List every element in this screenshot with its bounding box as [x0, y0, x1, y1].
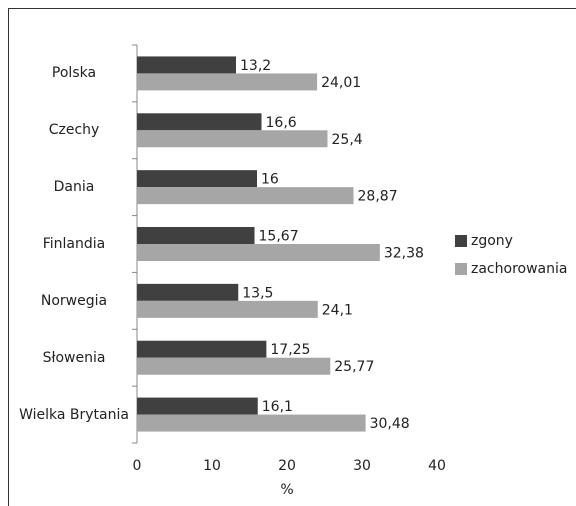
bar [137, 244, 380, 261]
bar [137, 130, 328, 148]
bar [137, 227, 255, 244]
bar [137, 340, 267, 358]
value-label: 13,5 [242, 285, 273, 301]
x-tick-label: 0 [133, 458, 142, 474]
category-label: Słowenia [42, 349, 106, 366]
x-tick-label: 40 [428, 458, 446, 474]
legend-swatch [455, 263, 467, 275]
value-label: 32,38 [384, 246, 424, 262]
value-label: 24,01 [321, 75, 361, 91]
bar [137, 300, 318, 318]
bar [137, 113, 262, 131]
bar [137, 170, 257, 188]
x-tick-label: 20 [278, 458, 296, 474]
category-label: Czechy [48, 122, 100, 139]
bar [137, 357, 331, 375]
value-label: 28,87 [358, 189, 398, 205]
bar [137, 283, 239, 301]
value-label: 16,1 [262, 399, 293, 415]
value-label: 16 [261, 172, 279, 188]
category-label: Polska [51, 65, 97, 82]
legend-swatch [455, 235, 467, 247]
bar [137, 397, 258, 415]
bar [137, 414, 366, 432]
value-label: 17,25 [270, 342, 310, 358]
legend-label: zgony [471, 233, 513, 249]
value-label: 15,67 [259, 229, 299, 245]
value-label: 30,48 [370, 416, 410, 432]
category-label: Wielka Brytania [19, 406, 129, 423]
frame [8, 8, 576, 506]
x-axis-label: % [280, 482, 293, 498]
value-label: 16,6 [266, 115, 297, 131]
bar [137, 73, 318, 91]
x-tick-label: 30 [353, 458, 371, 474]
bar [137, 187, 354, 205]
category-label: Finlandia [42, 236, 106, 252]
value-label: 25,77 [334, 359, 374, 375]
category-label: Norwegia [40, 292, 108, 309]
x-tick-label: 10 [203, 458, 221, 474]
value-label: 13,2 [240, 58, 271, 74]
category-label: Dania [53, 179, 95, 196]
value-label: 24,1 [322, 302, 353, 318]
value-label: 25,4 [332, 132, 363, 148]
legend-label: zachorowania [471, 261, 567, 277]
bar [137, 56, 236, 74]
